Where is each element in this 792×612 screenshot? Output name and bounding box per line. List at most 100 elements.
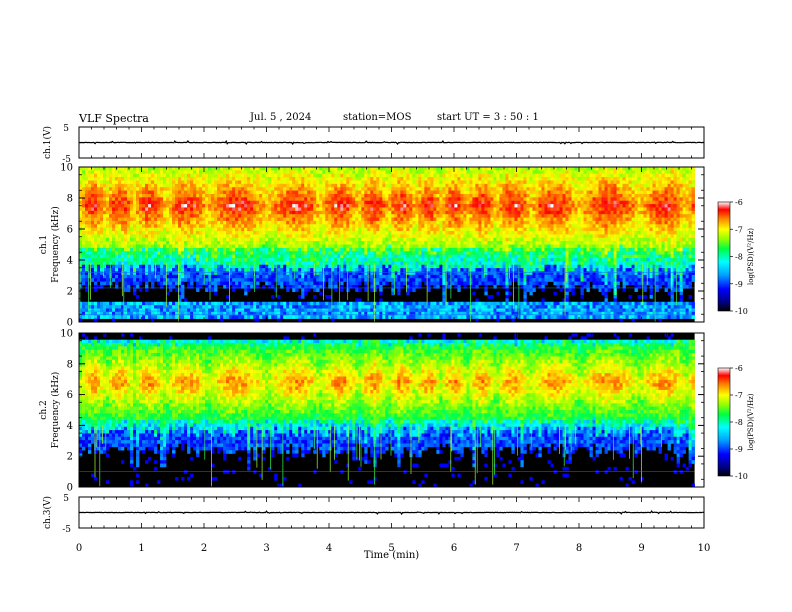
spectrogram-cell <box>193 173 197 178</box>
spectrogram-cell <box>328 308 332 313</box>
spectrogram-cell <box>277 214 281 218</box>
spectrogram-cell <box>97 177 101 181</box>
spectrogram-cell <box>295 284 299 289</box>
spectrogram-cell <box>79 173 83 178</box>
spectrogram-cell <box>367 257 371 262</box>
spectrogram-cell <box>301 268 305 272</box>
spectrogram-cell <box>238 268 242 272</box>
spectrogram-cell <box>154 167 158 171</box>
spectrogram-cell <box>409 231 413 235</box>
spectrogram-cell <box>175 315 179 319</box>
spectrogram-cell <box>202 254 206 259</box>
spectrogram-cell <box>316 190 320 195</box>
spectrogram-cell <box>334 187 338 191</box>
spectrogram-cell <box>322 251 326 255</box>
spectrogram-cell <box>331 197 335 201</box>
spectrogram-cell <box>352 284 356 289</box>
spectrogram-cell <box>130 187 134 191</box>
spectrogram-cell <box>247 204 251 208</box>
spectrogram-cell <box>337 167 341 171</box>
spectrogram-cell <box>427 301 431 306</box>
spectrogram-cell <box>256 180 260 185</box>
spectrogram-cell <box>118 214 122 218</box>
spectrogram-cell <box>148 231 152 235</box>
spectrogram-cell <box>226 257 230 262</box>
spectrogram-cell <box>331 190 335 195</box>
spectrogram-cell <box>355 281 359 286</box>
spectrogram-cell <box>241 305 245 309</box>
spectrogram-cell <box>262 190 266 195</box>
spectrogram-cell <box>295 180 299 185</box>
spectrogram-cell <box>358 298 362 303</box>
spectrogram-cell <box>151 308 155 313</box>
spectrogram-cell <box>334 190 338 195</box>
spectrogram-cell <box>166 177 170 181</box>
spectrogram-cell <box>106 234 110 239</box>
spectrogram-cell <box>178 271 182 276</box>
spectrogram-cell <box>433 231 437 235</box>
spectrogram-cell <box>79 308 83 313</box>
spectrogram-cell <box>238 237 242 242</box>
spectrogram-cell <box>334 244 338 249</box>
spectrogram-cell <box>202 247 206 252</box>
spectrogram-cell <box>94 224 98 228</box>
spectrogram-cell <box>412 177 416 181</box>
spectrogram-cell <box>211 197 215 201</box>
spectrogram-cell <box>85 311 89 316</box>
spectrogram-cell <box>208 167 212 171</box>
spectrogram-cell <box>136 224 140 228</box>
spectrogram-cell <box>142 251 146 255</box>
spectrogram-cell <box>370 177 374 181</box>
spectrogram-cell <box>91 180 95 185</box>
spectrogram-cell <box>244 247 248 252</box>
spectrogram-cell <box>217 261 221 266</box>
spectrogram-cell <box>238 227 242 232</box>
spectrogram-cell <box>313 281 317 286</box>
spectrogram-cell <box>385 167 389 171</box>
spectrogram-cell <box>394 193 398 198</box>
spectrogram-cell <box>124 244 128 249</box>
spectrogram-cell <box>394 183 398 188</box>
spectrogram-cell <box>175 204 179 208</box>
spectrogram-cell <box>190 227 194 232</box>
spectrogram-cell <box>436 268 440 272</box>
spectrogram-cell <box>214 193 218 198</box>
spectrogram-cell <box>121 278 125 282</box>
spectrogram-cell <box>427 193 431 198</box>
spectrogram-cell <box>202 180 206 185</box>
spectrogram-cell <box>199 284 203 289</box>
spectrogram-cell <box>277 264 281 269</box>
spectrogram-cell <box>82 177 86 181</box>
spectrogram-cell <box>403 247 407 252</box>
spectrogram-cell <box>286 183 290 188</box>
spectrogram-cell <box>202 207 206 212</box>
spectrogram-cell <box>115 237 119 242</box>
spectrogram-cell <box>247 281 251 286</box>
spectrogram-cell <box>310 234 314 239</box>
spectrogram-cell <box>199 200 203 205</box>
spectrogram-cell <box>289 231 293 235</box>
spectrogram-cell <box>334 311 338 316</box>
spectrogram-cell <box>103 207 107 212</box>
spectrogram-cell <box>325 295 329 299</box>
spectrogram-cell <box>223 207 227 212</box>
spectrogram-cell <box>304 241 308 245</box>
spectrogram-cell <box>124 241 128 245</box>
spectrogram-cell <box>406 247 410 252</box>
spectrogram-cell <box>289 177 293 181</box>
spectrogram-cell <box>169 204 173 208</box>
spectrogram-cell <box>193 247 197 252</box>
spectrogram-cell <box>175 278 179 282</box>
spectrogram-cell <box>163 237 167 242</box>
spectrogram-cell <box>235 284 239 289</box>
spectrogram-cell <box>178 197 182 201</box>
spectrogram-cell <box>334 180 338 185</box>
spectrogram-cell <box>151 200 155 205</box>
spectrogram-cell <box>376 257 380 262</box>
spectrogram-cell <box>346 308 350 313</box>
spectrogram-cell <box>397 220 401 225</box>
spectrogram-cell <box>172 210 176 215</box>
spectrogram-cell <box>358 234 362 239</box>
spectrogram-cell <box>418 227 422 232</box>
spectrogram-cell <box>124 237 128 242</box>
